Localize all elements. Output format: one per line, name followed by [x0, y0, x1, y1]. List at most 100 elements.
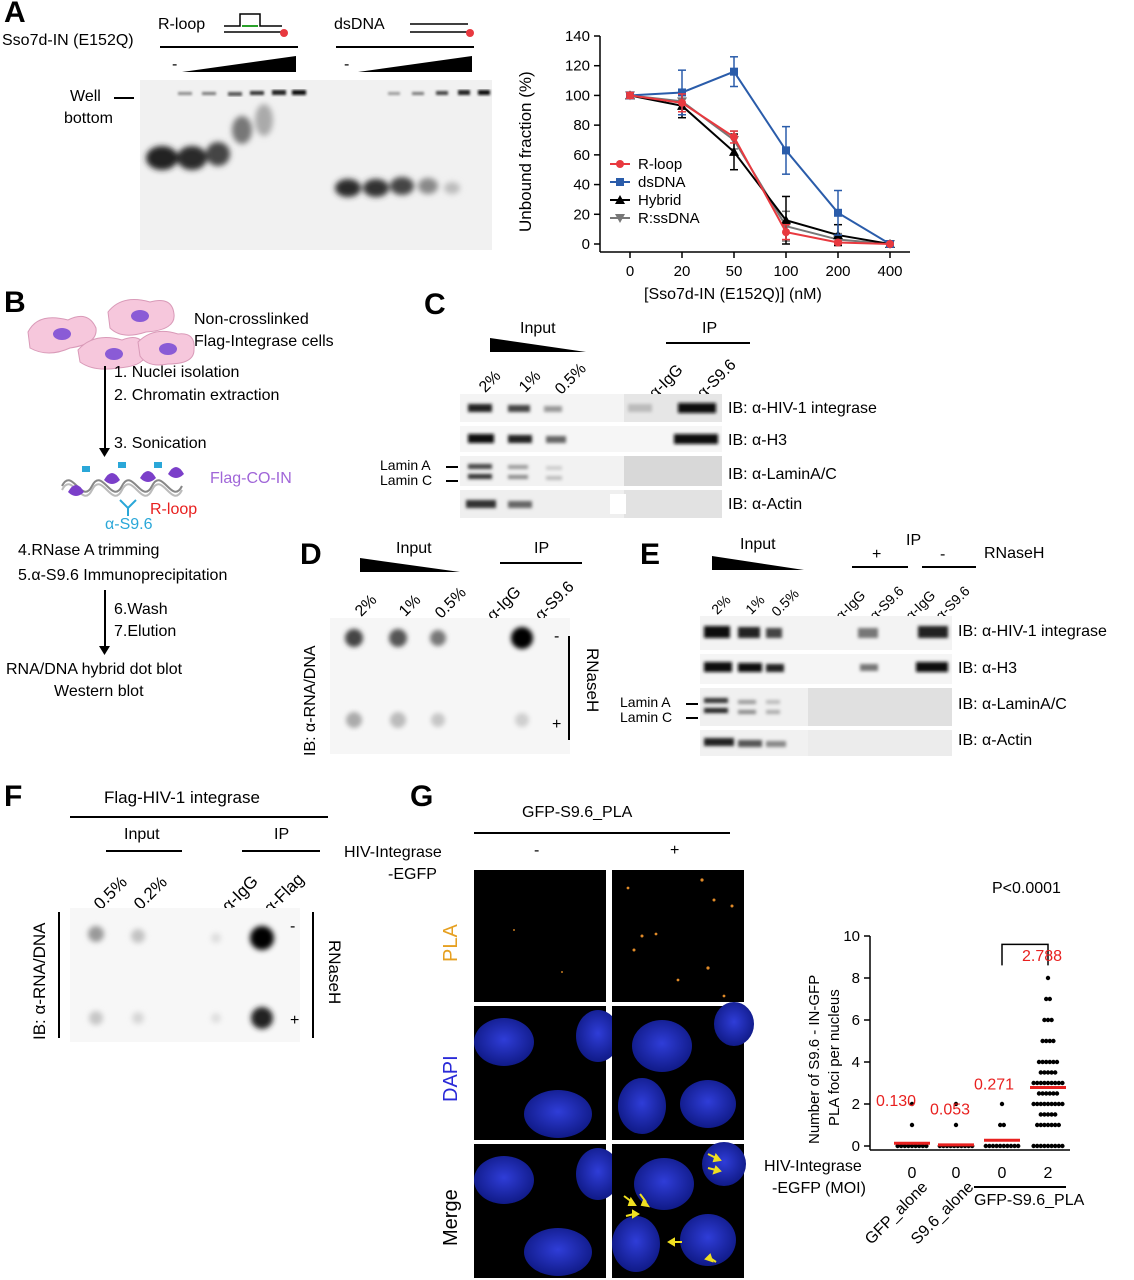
rloop-complex-icon: [61, 462, 184, 516]
x-tick-label: 20: [674, 263, 691, 280]
minus-label: -: [344, 56, 350, 73]
legend-entry: dsDNA: [638, 174, 686, 191]
dot-blot-f: [70, 908, 300, 1042]
data-point: [1045, 1122, 1051, 1128]
ib-label: IB: α-H3: [958, 660, 1018, 677]
data-point: [1035, 1101, 1040, 1107]
chart-a-xlabel: [Sso7d-IN (E152Q)] (nM): [644, 286, 822, 303]
rnaseh-label: RNaseH: [583, 648, 602, 713]
data-point: [1053, 1112, 1058, 1117]
moi-label: 0: [908, 1165, 917, 1182]
data-point: [1054, 1091, 1060, 1096]
data-point: [1038, 1143, 1043, 1149]
x-tick-label: 400: [877, 263, 902, 280]
data-point: [1044, 1091, 1049, 1096]
data-point: [1056, 1122, 1061, 1128]
plus-label: +: [670, 842, 680, 859]
legend-marker: [616, 160, 624, 168]
data-point: [1036, 1059, 1042, 1065]
input-line: [106, 850, 182, 852]
gradient-wedge: [712, 556, 804, 570]
data-point: [834, 238, 842, 247]
data-point: [990, 1143, 996, 1149]
rloop-line: [160, 46, 298, 48]
data-point: [1045, 1080, 1051, 1086]
data-point: [1042, 1017, 1047, 1023]
data-point: [1047, 1038, 1052, 1044]
gradient-wedge: [360, 558, 460, 572]
y-tick-label: 20: [573, 206, 590, 223]
data-point: [1031, 1101, 1036, 1107]
y-tick-label: 60: [573, 147, 590, 164]
moi-label: 2: [1044, 1165, 1053, 1182]
step-7: 7.Elution: [114, 623, 177, 640]
plus-label: +: [552, 716, 562, 733]
title-line: [474, 832, 730, 834]
well-tick: [114, 97, 134, 99]
tick: [686, 717, 698, 719]
data-point: [953, 1122, 959, 1128]
category-points: [983, 1101, 1021, 1149]
data-point: [1060, 1101, 1065, 1107]
row-label-dapi: DAPI: [440, 1055, 462, 1102]
rloop-schematic-icon: [224, 13, 288, 37]
minus-label: -: [554, 628, 560, 645]
data-point: [895, 1143, 900, 1149]
data-point: [1008, 1143, 1014, 1149]
data-point: [1060, 1080, 1065, 1086]
data-point: [1001, 1143, 1006, 1149]
minus-label: -: [290, 918, 296, 935]
gradient-wedge: [358, 56, 472, 72]
data-point: [1040, 1059, 1045, 1065]
panel-letter-e: E: [640, 538, 661, 571]
lamin-c-label: Lamin C: [380, 472, 433, 488]
panel-letter-d: D: [300, 538, 322, 571]
data-point: [953, 1101, 959, 1107]
flow-arrow: [104, 366, 106, 452]
output-2: Western blot: [54, 683, 144, 700]
data-point: [1040, 1091, 1045, 1096]
cells-illustration-icon: [27, 299, 195, 370]
y-tick-label: 6: [852, 1012, 860, 1029]
x-tick-label: 50: [726, 263, 743, 280]
rloop-label: R-loop: [158, 16, 206, 33]
data-point: [1031, 1143, 1036, 1149]
g-title: GFP-S9.6_PLA: [522, 804, 633, 821]
chart-a-ylabel: Unbound fraction (%): [516, 71, 535, 232]
lane-label: 1%: [516, 367, 545, 397]
data-point: [913, 1143, 918, 1149]
legend-entry: R:ssDNA: [638, 210, 700, 227]
category-points: [895, 1101, 929, 1149]
significance-bracket: [1001, 943, 1049, 966]
ip-line: [500, 562, 582, 564]
data-point: [1038, 1101, 1043, 1107]
data-point: [1045, 1112, 1051, 1117]
mean-label: 0.053: [930, 1102, 970, 1119]
dot-blot-d: [330, 618, 570, 754]
lamin-a-label: Lamin A: [620, 694, 671, 710]
input-label: Input: [124, 826, 160, 843]
ip-line: [242, 850, 320, 852]
group-label: GFP-S9.6_PLA: [974, 1192, 1085, 1209]
data-point: [1051, 1038, 1056, 1044]
ip-line: [852, 566, 908, 568]
x-tick-label: 200: [825, 263, 850, 280]
data-point: [1035, 1143, 1040, 1149]
series-r-loop: [626, 91, 894, 248]
bracket-line: [312, 912, 314, 1038]
step-3: 3. Sonication: [114, 435, 207, 452]
data-point: [1053, 1101, 1058, 1107]
pla-plus-image: [612, 870, 744, 1002]
dsdna-label: dsDNA: [334, 16, 385, 33]
unbound-fraction-chart: 0 20 40 60 80 100 120 140 0 20 50 100 200 400 R-loopd…: [565, 28, 910, 280]
legend-marker: [615, 195, 625, 204]
ip-line: [922, 566, 976, 568]
x-tick-label: 0: [626, 263, 634, 280]
panel-letter-b: B: [4, 286, 26, 319]
gradient-wedge: [182, 56, 296, 72]
data-point: [1049, 1070, 1054, 1075]
lane-label: 0.5%: [768, 585, 802, 620]
mean-label: 0.271: [974, 1076, 1014, 1093]
cells-line2: Flag-Integrase cells: [194, 333, 334, 350]
data-point: [1045, 1101, 1051, 1107]
